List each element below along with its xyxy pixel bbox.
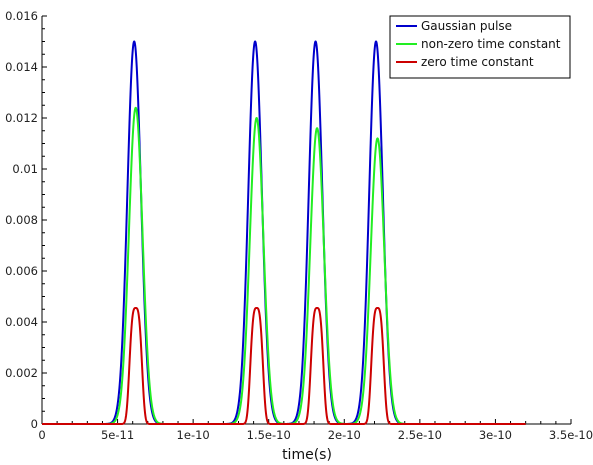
legend-label: zero time constant: [421, 55, 534, 69]
x-tick-label: 1.5e-10: [247, 428, 291, 442]
x-tick-label: 3.5e-10: [549, 428, 593, 442]
y-tick-label: 0.004: [5, 315, 38, 329]
series-line: [41, 306, 527, 425]
x-axis-label: time(s): [282, 447, 332, 463]
y-tick-label: 0.002: [5, 366, 38, 380]
y-tick-label: 0.014: [5, 60, 38, 74]
x-tick-label: 2e-10: [328, 428, 361, 442]
legend-label: non-zero time constant: [421, 37, 561, 51]
y-tick-label: 0.012: [5, 111, 38, 125]
y-tick-label: 0.01: [12, 162, 38, 176]
x-tick-label: 1e-10: [177, 428, 210, 442]
x-tick-label: 0: [38, 428, 45, 442]
y-tick-label: 0.006: [5, 264, 38, 278]
y-axis: 0 0.002 0.004 0.006 0.008 0.01 0.012 0.014 0.016: [5, 9, 47, 431]
x-tick-label: 5e-11: [101, 428, 134, 442]
y-tick-label: 0: [31, 417, 38, 431]
series-line: [41, 40, 527, 425]
series-layer: [41, 40, 527, 425]
x-axis: 0 5e-11 1e-10 1.5e-10 2e-10 2.5e-10 3e-10 3.5e-…: [38, 419, 593, 442]
y-tick-label: 0.016: [5, 9, 38, 23]
x-tick-label: 3e-10: [479, 428, 512, 442]
series-line: [41, 106, 527, 425]
legend-box: [389, 15, 571, 79]
legend: Gaussian pulse non-zero time constant zero…: [389, 15, 571, 79]
x-tick-label: 2.5e-10: [398, 428, 442, 442]
legend-label: Gaussian pulse: [421, 19, 512, 33]
y-tick-label: 0.008: [5, 213, 38, 227]
